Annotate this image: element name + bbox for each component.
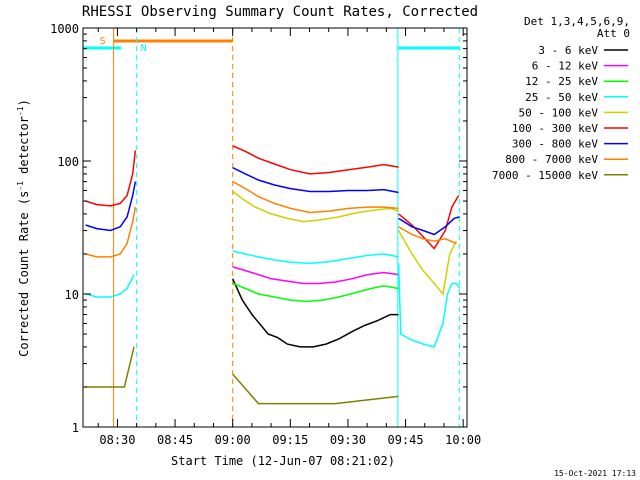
- series-line-800-7000: [398, 226, 457, 245]
- legend-label: 7000 - 15000 keV: [492, 169, 598, 182]
- series-line-6-12: [232, 266, 399, 285]
- x-tick-label: 09:30: [330, 433, 366, 447]
- x-tick-label: 09:45: [387, 433, 423, 447]
- series-line-300-800: [85, 181, 137, 232]
- chart-title: RHESSI Observing Summary Count Rates, Co…: [82, 4, 478, 20]
- legend-label: 3 - 6 keV: [538, 44, 598, 57]
- series-line-800-7000: [85, 206, 137, 258]
- x-tick-label: 09:00: [215, 433, 251, 447]
- series-line-12-25: [232, 282, 399, 303]
- y-tick-label: 1: [72, 421, 79, 435]
- x-tick-label: 08:45: [157, 433, 193, 447]
- x-axis-label: Start Time (12-Jun-07 08:21:02): [171, 454, 395, 468]
- x-tick-label: 09:15: [272, 433, 308, 447]
- legend-label: 12 - 25 keV: [525, 75, 598, 88]
- series-line-25-50: [85, 274, 135, 298]
- x-tick-label: 08:30: [99, 433, 135, 447]
- series-line-7000-15000: [85, 346, 135, 388]
- series-line-300-800: [232, 167, 399, 194]
- series-line-100-300: [232, 145, 399, 175]
- saa-label: S: [100, 36, 106, 47]
- series-line-300-800: [398, 216, 460, 236]
- footer-date: 15-Oct-2021 17:13: [554, 469, 636, 478]
- series-line-100-300: [85, 150, 137, 207]
- x-tick-label: 10:00: [445, 433, 481, 447]
- night-label: N: [141, 43, 147, 54]
- legend-label: 50 - 100 keV: [519, 106, 599, 119]
- y-tick-label: 10: [65, 288, 79, 302]
- legend-label: 25 - 50 keV: [525, 91, 598, 104]
- series-line-50-100: [397, 230, 458, 296]
- plot-frame: [82, 27, 468, 428]
- y-tick-label: 100: [57, 155, 79, 169]
- y-tick-label: 1000: [50, 22, 79, 36]
- legend-header: Att 0: [597, 27, 630, 40]
- series-line-100-300: [398, 195, 460, 250]
- legend-label: 800 - 7000 keV: [505, 153, 598, 166]
- legend-label: 300 - 800 keV: [512, 138, 598, 151]
- y-axis-label: Corrected Count Rate (s-1 detector-1): [16, 99, 31, 357]
- legend-label: 6 - 12 keV: [532, 60, 599, 73]
- series-line-3-6: [232, 278, 399, 348]
- legend-header: Det 1,3,4,5,6,9,: [524, 15, 630, 28]
- series-line-7000-15000: [232, 373, 399, 405]
- series-line-25-50: [397, 263, 461, 348]
- legend-label: 100 - 300 keV: [512, 122, 598, 135]
- series-line-50-100: [232, 190, 399, 223]
- series-line-800-7000: [232, 180, 399, 214]
- series-line-25-50: [232, 250, 399, 265]
